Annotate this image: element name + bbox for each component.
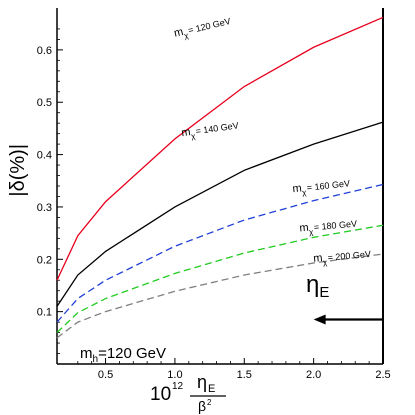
- y-tick-label: 0.6: [37, 45, 52, 57]
- axes: |δ(%)|10 12 η Eβ 2: [7, 8, 384, 414]
- y-tick-label: 0.3: [37, 202, 52, 214]
- x-label-denominator-sup: 2: [207, 398, 212, 407]
- series-line-2: [56, 121, 384, 307]
- y-tick-label: 0.1: [37, 307, 52, 319]
- series-label-text: mχ= 180 GeV: [299, 218, 358, 238]
- x-label-prefix: 10: [150, 384, 171, 405]
- series-label-4: mχ= 180 GeV: [299, 218, 358, 238]
- series-line-5: [56, 253, 384, 339]
- x-tick-label: 2.0: [306, 369, 321, 381]
- y-tick-label: 0.2: [37, 254, 52, 266]
- series-label-text: mχ= 120 GeV: [173, 15, 233, 43]
- mh-annotation: mh=120 GeV: [80, 345, 166, 365]
- series-label-1: mχ= 120 GeV: [173, 15, 233, 43]
- y-tick-label: 0.4: [37, 150, 52, 162]
- y-tick-label: 0.5: [37, 97, 52, 109]
- series-label-text: mχ= 200 GeV: [313, 248, 372, 268]
- x-label-denominator: β: [198, 398, 206, 414]
- eta-arrow-label: ηE: [306, 271, 329, 301]
- y-axis-label: |δ(%)|: [7, 144, 29, 197]
- series-labels: mχ= 120 GeV mχ= 140 GeV mχ= 160 GeV mχ= 180…: [173, 15, 372, 268]
- x-axis-label: 10 12 η Eβ 2: [150, 372, 226, 414]
- series-label-text: mχ= 160 GeV: [292, 177, 351, 198]
- series-label-3: mχ= 160 GeV: [292, 177, 351, 198]
- series-line-4: [56, 224, 384, 334]
- series-group: [56, 16, 384, 339]
- x-tick-label: 1.5: [237, 369, 252, 381]
- x-label-numerator-sub: E: [208, 383, 215, 395]
- x-tick-label: 1.0: [167, 369, 182, 381]
- x-label-numerator: η: [197, 372, 207, 392]
- series-line-3: [56, 183, 384, 323]
- series-label-text: mχ= 140 GeV: [181, 119, 240, 142]
- series-label-2: mχ= 140 GeV: [181, 119, 240, 142]
- eta-arrow-head: [313, 314, 326, 325]
- series-line-1: [56, 16, 384, 281]
- x-tick-label: 2.5: [375, 369, 390, 381]
- series-label-5: mχ= 200 GeV: [313, 248, 372, 268]
- ticks: 0.5 1.0 1.5 2.0 2.5 0.1 0.2 0.3 0.4 0.5 0.6: [37, 28, 391, 381]
- x-tick-label: 0.5: [98, 369, 113, 381]
- x-label-exponent: 12: [172, 381, 184, 392]
- annotations: mh=120 GeV ηE: [80, 271, 383, 365]
